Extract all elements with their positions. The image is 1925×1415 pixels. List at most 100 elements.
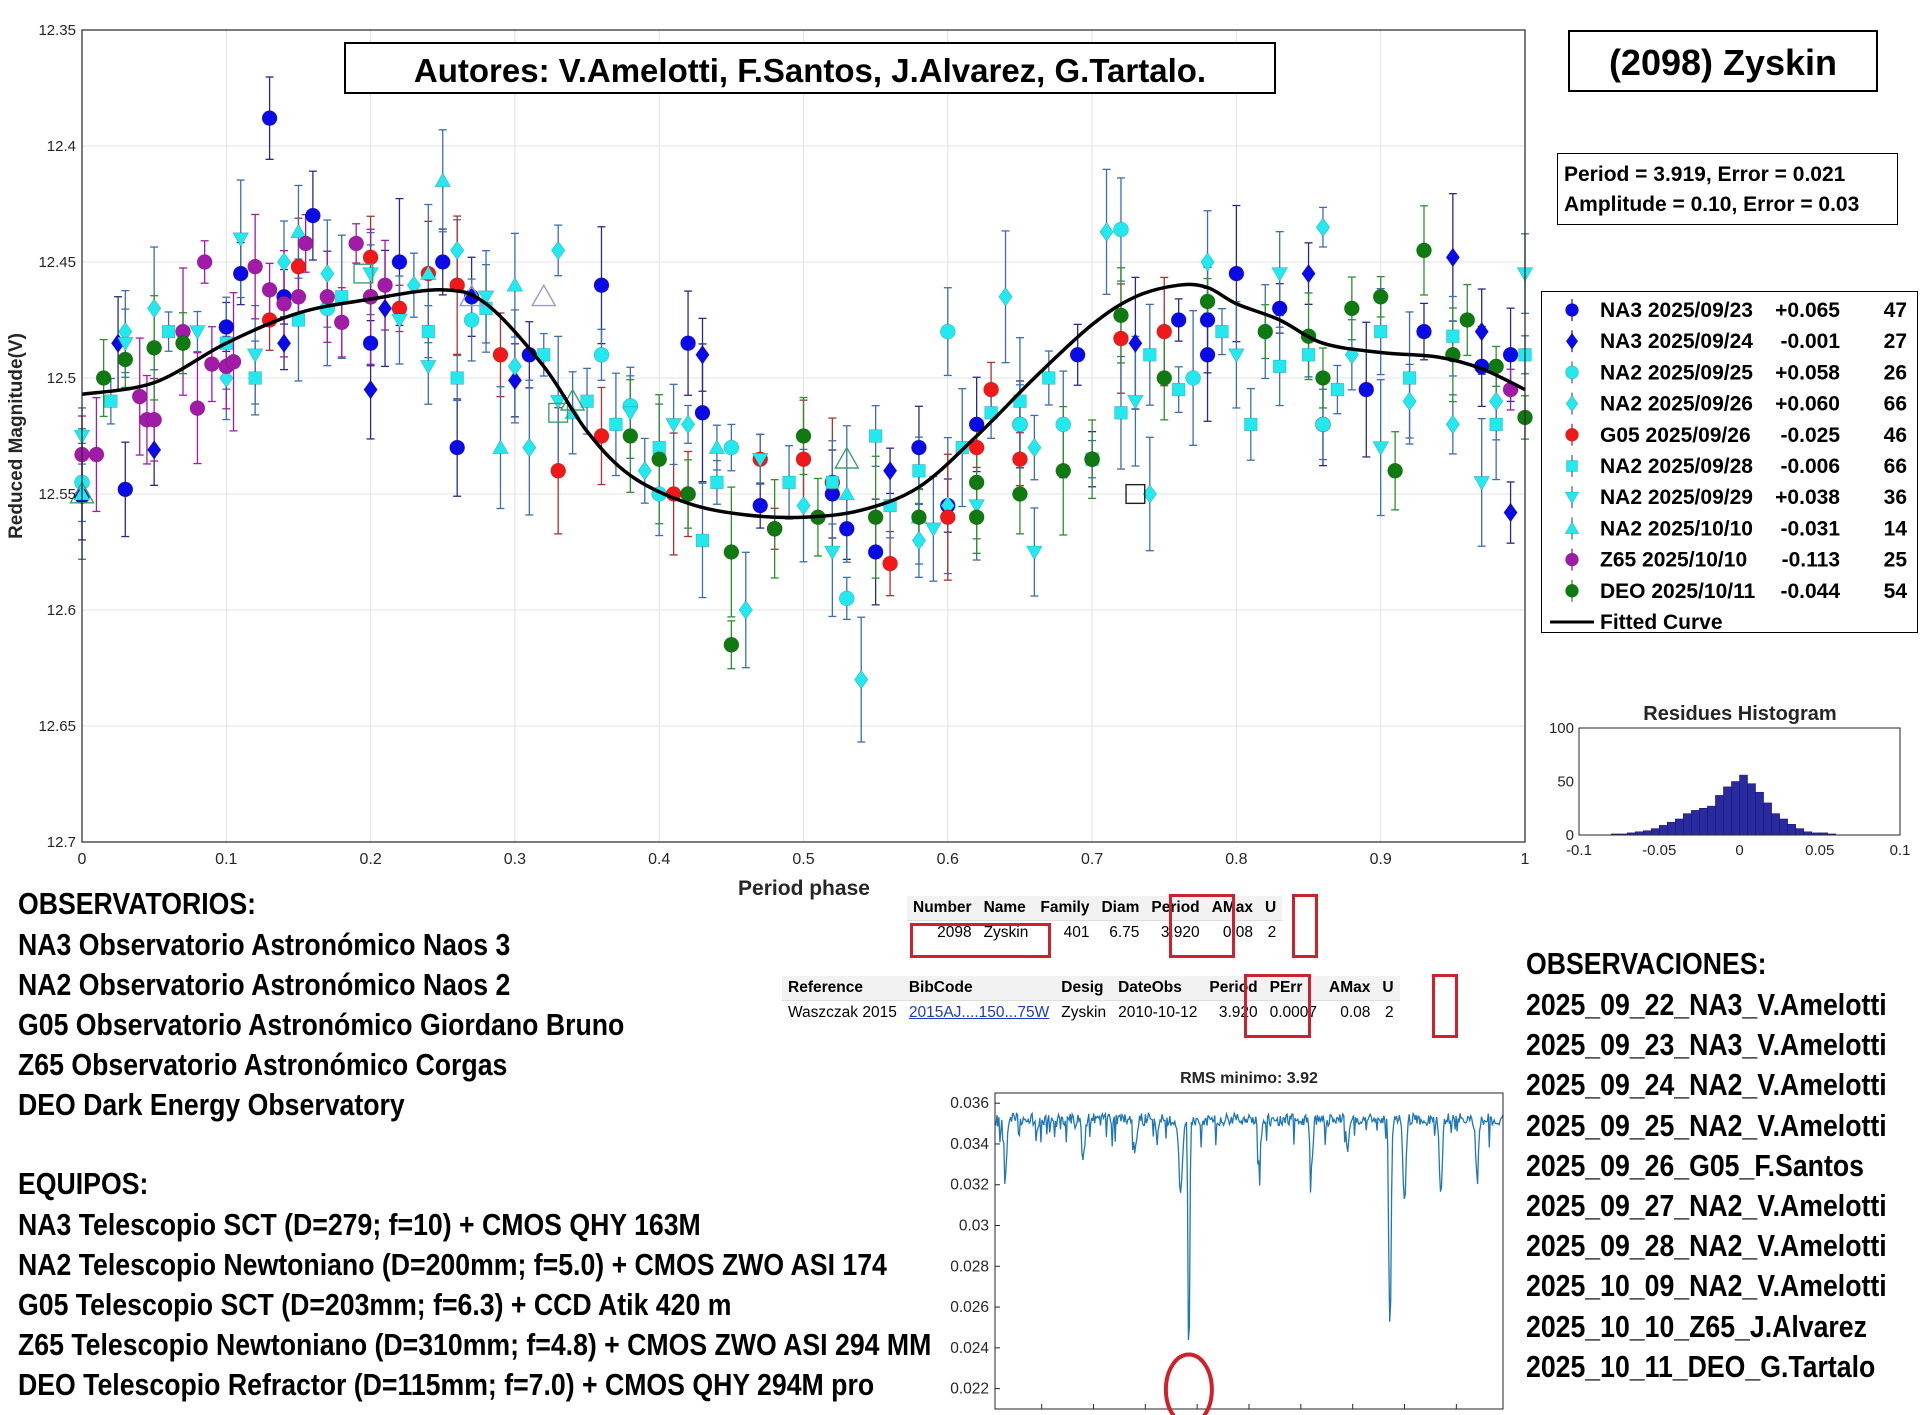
x-tick-label: 0.1 (215, 851, 237, 868)
x-tick-label: 0.6 (937, 851, 959, 868)
data-point (362, 335, 379, 352)
data-point (593, 428, 610, 444)
table-header: Family (1034, 896, 1096, 921)
legend-label: NA3 2025/09/23 (1600, 299, 1753, 322)
histogram-bar (1723, 786, 1732, 836)
data-point (450, 371, 464, 385)
period-amplitude-box: Period = 3.919, Error = 0.021 Amplitude … (1557, 153, 1898, 225)
histogram-bar (1707, 805, 1716, 836)
data-point (968, 509, 985, 526)
data-point (434, 254, 451, 270)
data-point (1113, 221, 1129, 238)
highlight-u-1 (1292, 894, 1318, 958)
rms-title: RMS minimo: 3.92 (1180, 1070, 1318, 1087)
histogram-title: Residues Histogram (1643, 703, 1836, 725)
data-point (1473, 476, 1491, 491)
data-point (968, 439, 985, 456)
x-tick-label: 0 (78, 851, 87, 868)
histogram-bar (1771, 813, 1780, 836)
data-point (752, 497, 769, 514)
data-point (1257, 323, 1274, 340)
table-header: Desig (1055, 976, 1113, 1001)
data-point (924, 522, 942, 538)
data-point (795, 451, 812, 468)
histogram-bar (1715, 795, 1724, 836)
data-point (911, 530, 927, 551)
data-point (88, 446, 105, 463)
legend-count: 26 (1884, 361, 1907, 384)
legend-label: DEO 2025/10/11 (1600, 580, 1756, 603)
data-point (1402, 391, 1417, 412)
histogram-bar (1675, 818, 1684, 836)
hollow-marker (458, 283, 485, 307)
data-point (146, 411, 162, 428)
data-point (146, 340, 162, 356)
legend-label: G05 2025/09/26 (1600, 424, 1751, 447)
residues-histogram: Residues Histogram -0.1 -0.05 0 0.05 0.1 0 50 1… (1549, 703, 1910, 859)
legend-marker (1565, 583, 1579, 598)
highlight-period-2 (1244, 974, 1311, 1038)
rms-ticks: 2.533.544.555.566.50.0220.0240.0260.0280… (950, 1095, 1457, 1409)
table-cell: 6.75 (1109, 924, 1140, 941)
data-point (1172, 382, 1186, 397)
table-cell[interactable]: 2015AJ....150...75W (903, 1001, 1055, 1026)
legend-marker (1565, 552, 1579, 567)
data-point (1330, 382, 1345, 397)
bibcode-link[interactable]: 2015AJ....150...75W (908, 1004, 1050, 1021)
data-point (1273, 359, 1287, 374)
data-point (1315, 217, 1331, 238)
data-point (95, 370, 112, 386)
data-point (838, 520, 855, 537)
histogram-ticks: -0.1 -0.05 0 0.05 0.1 0 50 100 (1549, 720, 1910, 859)
data-point (1271, 300, 1288, 317)
data-point (593, 277, 610, 294)
fitted-curve-line (81, 282, 1526, 520)
histogram-bar (1650, 828, 1660, 836)
legend-label: NA2 2025/09/28 (1600, 455, 1753, 478)
data-point (1025, 545, 1043, 561)
lightcurve-points (69, 110, 1534, 690)
data-point (290, 223, 307, 239)
data-point (1489, 391, 1504, 412)
data-point (246, 348, 264, 364)
data-point (651, 451, 668, 468)
equipo-line: Z65 Telescopio Newtoniano (D=310mm; f=4.… (18, 1327, 932, 1362)
data-point (1315, 370, 1331, 386)
legend-marker (1564, 520, 1580, 534)
observatorios-title: OBSERVATORIOS: (18, 886, 257, 921)
data-point (1374, 324, 1388, 339)
table-header: Period (1145, 896, 1206, 921)
histogram-bar (1755, 791, 1764, 836)
data-point (218, 319, 235, 335)
table-cell: 0.08 (1340, 1004, 1371, 1021)
data-point (196, 254, 213, 270)
observacion-line: 2025_10_10_Z65_J.Alvarez (1526, 1308, 1867, 1344)
observacion-line: 2025_09_24_NA2_V.Amelotti (1526, 1067, 1887, 1103)
histogram-bar (1642, 830, 1652, 836)
data-point (189, 325, 206, 341)
data-point (232, 232, 250, 248)
legend-svg: NA3 2025/09/23 +0.065 47 NA3 2025/09/24 -0.0… (1550, 299, 1907, 634)
rms-y-tick: 0.026 (950, 1299, 989, 1316)
data-point (968, 499, 986, 515)
data-point (838, 485, 856, 501)
highlight-period-1 (1169, 894, 1235, 958)
data-point (1344, 300, 1360, 317)
data-point (320, 263, 335, 284)
data-point (1474, 321, 1489, 342)
data-point (362, 267, 379, 283)
table-header: DateObs (1112, 976, 1204, 1001)
observatorio-line: NA3 Observatorio Astronómico Naos 3 (18, 927, 511, 962)
data-point (939, 323, 956, 340)
legend-label: NA2 2025/09/26 (1600, 393, 1753, 416)
data-point (492, 439, 509, 454)
table-header: Name (977, 896, 1035, 921)
data-point (391, 300, 408, 317)
data-point (333, 314, 350, 331)
data-point (911, 509, 927, 526)
data-point (450, 240, 465, 261)
data-point (1084, 451, 1100, 468)
data-point (1358, 381, 1375, 398)
data-point (1228, 265, 1245, 282)
legend-count: 46 (1884, 424, 1907, 447)
